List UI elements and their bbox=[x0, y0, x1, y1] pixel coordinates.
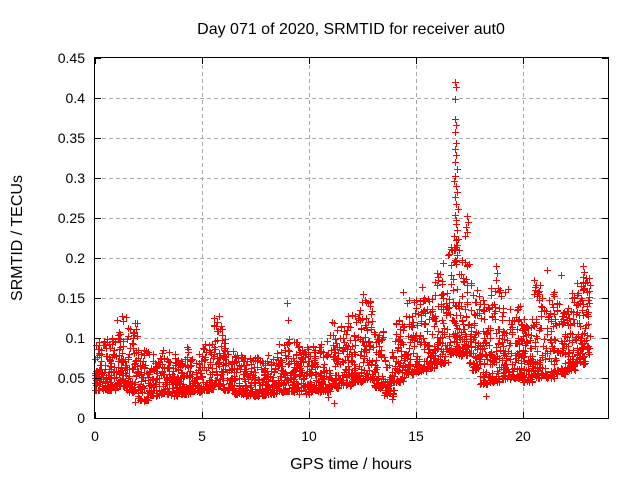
y-tick-label: 0.05 bbox=[58, 370, 85, 386]
tick-labels: 0 5 10 15 20 0 0.05 0.1 0.15 0.2 0.25 0.3 0.35 0.4 0.4… bbox=[58, 50, 531, 444]
x-tick-label: 20 bbox=[515, 428, 531, 444]
y-tick-label: 0 bbox=[77, 410, 85, 426]
y-tick-label: 0.25 bbox=[58, 210, 85, 226]
y-tick-label: 0.4 bbox=[66, 90, 86, 106]
y-tick-label: 0.15 bbox=[58, 290, 85, 306]
y-tick-label: 0.45 bbox=[58, 50, 85, 66]
x-axis-label: GPS time / hours bbox=[290, 456, 412, 473]
scatter-points bbox=[92, 79, 594, 407]
x-tick-label: 15 bbox=[408, 428, 424, 444]
gridlines bbox=[95, 58, 608, 418]
y-tick-label: 0.2 bbox=[66, 250, 86, 266]
y-axis-label: SRMTID / TECUs bbox=[9, 175, 26, 301]
y-tick-label: 0.1 bbox=[66, 330, 86, 346]
x-tick-label: 0 bbox=[91, 428, 99, 444]
x-tick-label: 10 bbox=[301, 428, 317, 444]
y-tick-label: 0.35 bbox=[58, 130, 85, 146]
x-tick-label: 5 bbox=[198, 428, 206, 444]
plot-border bbox=[94, 57, 609, 419]
axis-ticks bbox=[95, 58, 608, 419]
y-tick-label: 0.3 bbox=[66, 170, 86, 186]
chart-title: Day 071 of 2020, SRMTID for receiver aut… bbox=[197, 21, 505, 38]
